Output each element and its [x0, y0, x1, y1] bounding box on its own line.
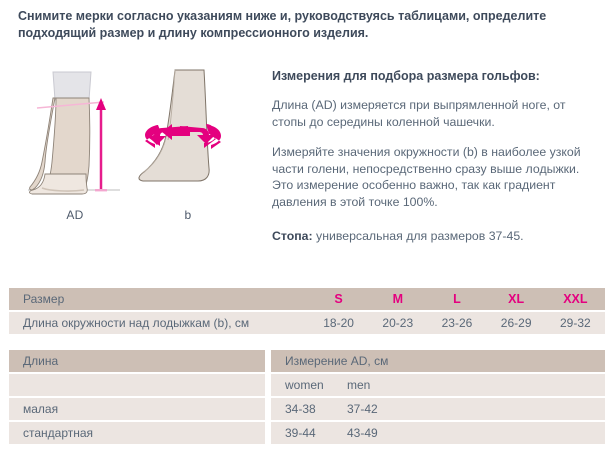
- illustration-group: AD: [8, 62, 258, 227]
- column-gap: [265, 350, 271, 372]
- instructions-paragraph-1: Длина (AD) измеряется при выпрямленной н…: [272, 98, 566, 129]
- length-row-label-standard: стандартная: [9, 422, 265, 444]
- length-table-subheader-row: women men: [9, 374, 605, 396]
- size-row-label: Длина окружности над лодыжкам (b), см: [9, 312, 309, 334]
- ankle-circumference-b-icon: [138, 69, 221, 182]
- length-table-row: стандартная 39-44 43-49: [9, 422, 605, 444]
- instructions-paragraph-2: Измеряйте значения окружности (b) в наиб…: [272, 145, 581, 209]
- size-value-m: 20-23: [368, 312, 428, 334]
- size-header-xl: XL: [486, 288, 546, 310]
- size-value-xl: 26-29: [486, 312, 546, 334]
- column-gap: [265, 422, 271, 444]
- column-gap: [265, 398, 271, 420]
- size-label-s: S: [334, 292, 343, 306]
- intro-text: Снимите мерки согласно указаниям ниже и,…: [18, 9, 547, 40]
- value-women-standard: 39-44: [285, 426, 316, 440]
- length-table: Длина Измерение AD, см women men малая 34…: [9, 350, 605, 446]
- size-header-m: M: [368, 288, 428, 310]
- figure-caption-ad: AD: [66, 208, 84, 222]
- length-header-right: Измерение AD, см: [271, 350, 605, 372]
- length-subheader-left-empty: [9, 374, 265, 396]
- length-subheader-right: women men: [271, 374, 605, 396]
- instructions-block: Измерения для подбора размера гольфов: Д…: [272, 68, 602, 245]
- length-table-header-row: Длина Измерение AD, см: [9, 350, 605, 372]
- size-value-xxl: 29-32: [545, 312, 605, 334]
- value-women-small: 34-38: [285, 402, 316, 416]
- leg-length-ad-icon: [28, 71, 120, 195]
- length-row-label-small: малая: [9, 398, 265, 420]
- figure-ankle-circumference-b: b: [128, 62, 248, 222]
- size-value-l: 23-26: [427, 312, 487, 334]
- size-header-l: L: [427, 288, 487, 310]
- size-label-l: L: [453, 292, 461, 306]
- size-header-xxl: XXL: [545, 288, 605, 310]
- size-header-s: S: [309, 288, 369, 310]
- value-men-small: 37-42: [347, 402, 378, 416]
- foot-note: Стопа: универсальная для размеров 37-45.: [272, 228, 602, 245]
- instructions-heading: Измерения для подбора размера гольфов:: [272, 69, 540, 83]
- column-gap: [265, 374, 271, 396]
- length-row-values-small: 34-38 37-42: [271, 398, 605, 420]
- foot-note-label: Стопа:: [272, 229, 313, 243]
- size-table: Размер S M L XL XXL Длина окружности над…: [9, 288, 605, 336]
- length-table-row: малая 34-38 37-42: [9, 398, 605, 420]
- size-label-m: M: [392, 292, 403, 306]
- figure-caption-b: b: [184, 208, 192, 222]
- foot-note-text: универсальная для размеров 37-45.: [312, 229, 524, 243]
- subheader-women: women: [285, 378, 324, 392]
- size-label-xxl: XXL: [563, 292, 588, 306]
- subheader-men: men: [347, 378, 371, 392]
- size-label-xl: XL: [508, 292, 525, 306]
- size-value-s: 18-20: [309, 312, 369, 334]
- size-table-header-row: Размер S M L XL XXL: [9, 288, 605, 310]
- value-men-standard: 43-49: [347, 426, 378, 440]
- size-table-row: Длина окружности над лодыжкам (b), см 18…: [9, 312, 605, 334]
- figure-leg-length-ad: AD: [20, 62, 130, 222]
- size-table-header-label: Размер: [9, 288, 309, 310]
- length-header-left: Длина: [9, 350, 265, 372]
- length-row-values-standard: 39-44 43-49: [271, 422, 605, 444]
